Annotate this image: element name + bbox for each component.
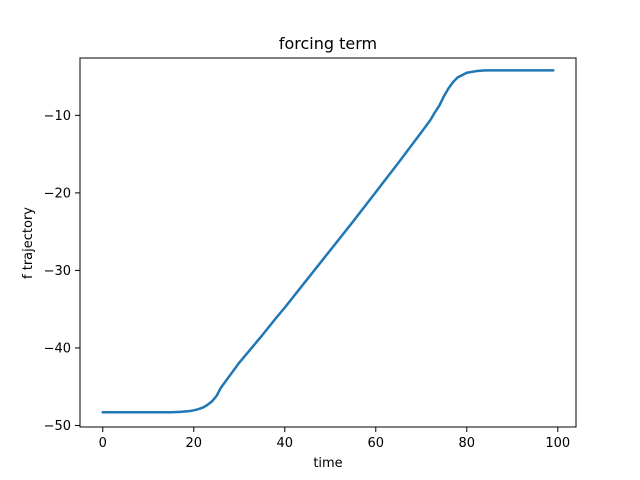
x-axis: 0 20 40 60 80 100 [99,427,570,451]
x-tick-label: 20 [185,436,202,451]
y-tick-label: −10 [44,109,71,124]
y-tick-label: −40 [44,341,71,356]
plot-area [79,57,577,428]
x-tick-label: 0 [99,436,107,451]
x-tick-label: 80 [459,436,476,451]
y-tick-label: −30 [44,264,71,279]
x-tick-label: 100 [545,436,570,451]
series-line-0 [101,69,555,414]
y-axis: −50 −40 −30 −20 −10 [44,109,80,434]
y-axis-label: f trajectory [21,207,36,279]
y-tick-label: −50 [44,419,71,434]
axes-frame [79,57,577,428]
x-tick-label: 60 [368,436,385,451]
y-tick-label: −20 [44,186,71,201]
x-tick-label: 40 [276,436,293,451]
x-axis-label: time [313,456,342,471]
chart-title: forcing term [279,34,377,53]
